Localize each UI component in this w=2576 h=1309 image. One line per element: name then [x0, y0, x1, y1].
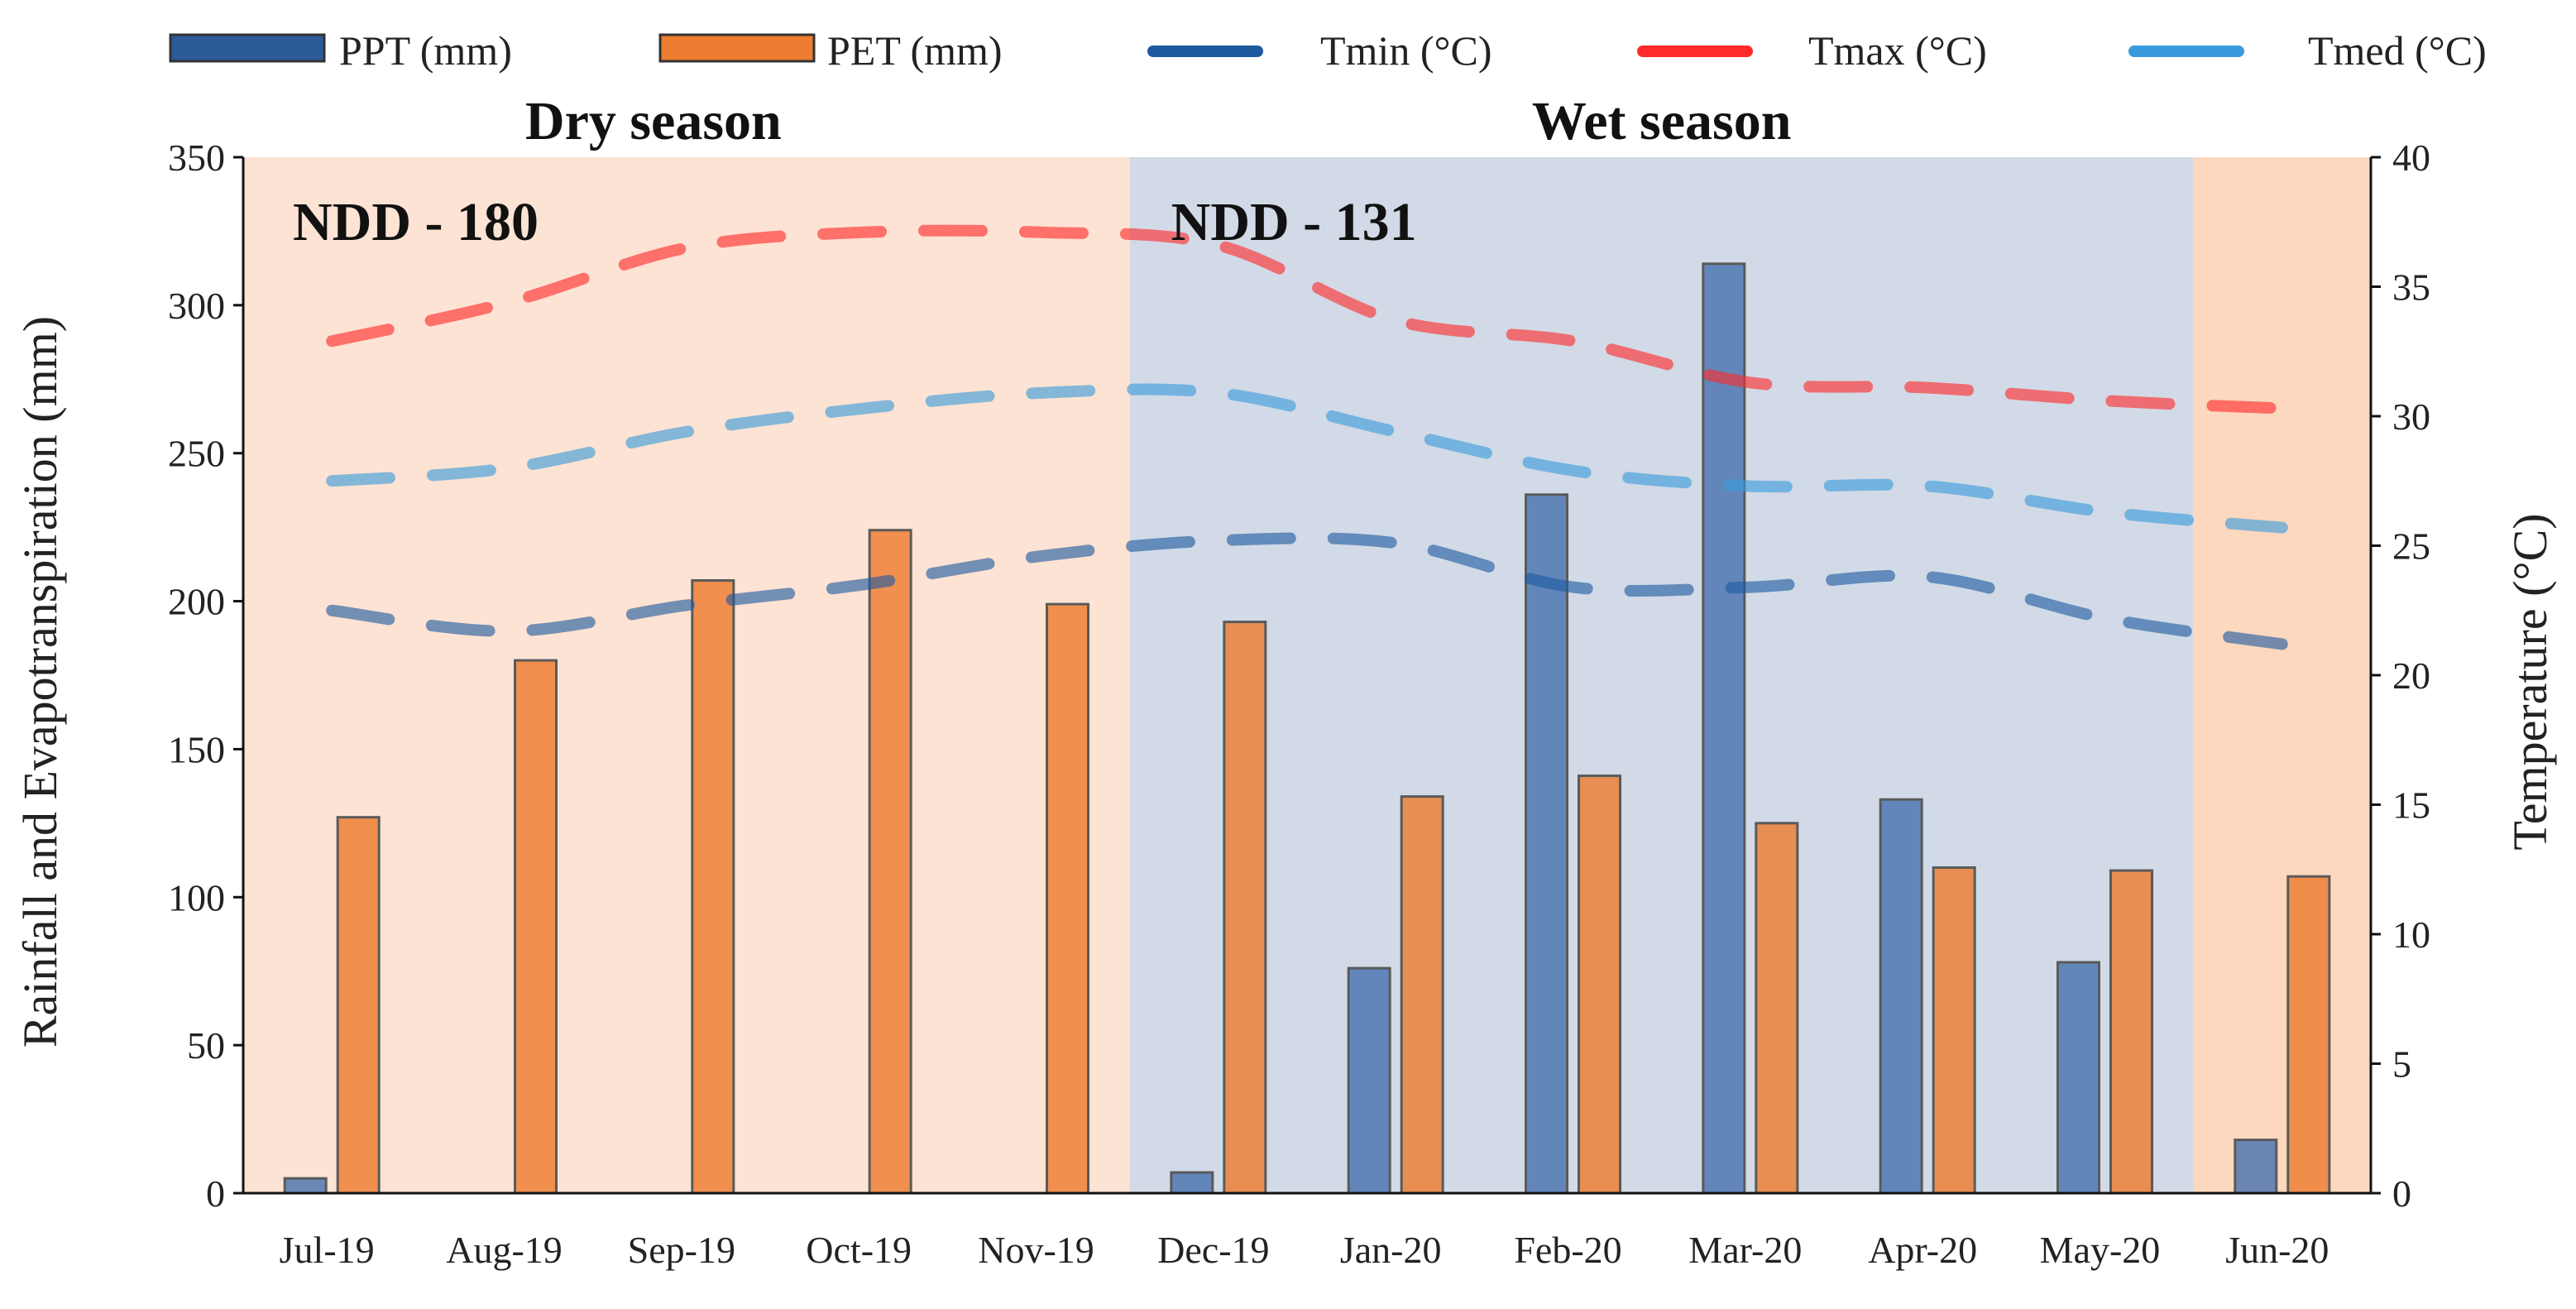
bar-pet-6: [1400, 795, 1444, 1195]
season-label-1: Wet season: [1532, 91, 1792, 151]
y2-tick-label-6: 30: [2392, 396, 2430, 438]
legend-label-tmax: Tmax (°C): [1808, 27, 1987, 74]
season-region-2: [2193, 157, 2371, 1193]
x-tick-label-3: Oct-19: [806, 1229, 912, 1271]
legend-label-pet: PET (mm): [827, 27, 1003, 74]
x-tick-label-10: May-20: [2040, 1229, 2161, 1271]
season-label-0: Dry season: [525, 91, 782, 151]
y2-tick-label-3: 15: [2392, 784, 2430, 827]
legend-swatch-pet: [658, 33, 816, 63]
ndd-label-1: NDD - 131: [1171, 192, 1417, 252]
y-axis-title: Rainfall and Evapotranspiration (mm): [13, 316, 67, 1048]
bar-pet-8: [1755, 822, 1799, 1195]
bar-ppt-7: [1525, 493, 1568, 1195]
y-tick-label-7: 350: [168, 137, 225, 179]
x-tick-label-6: Jan-20: [1340, 1229, 1442, 1271]
y-tick-label-0: 0: [206, 1172, 225, 1215]
bar-ppt-11: [2234, 1139, 2278, 1195]
legend-label-ppt: PPT (mm): [339, 27, 512, 74]
y-tick-label-6: 300: [168, 285, 225, 327]
y2-tick-label-4: 20: [2392, 654, 2430, 697]
tick-labels: 0 50 100 150 200 250 300 350 0 5 10 15 20 25 30 35 40 Jul…: [168, 137, 2430, 1271]
bar-pet-11: [2286, 875, 2331, 1195]
x-tick-label-8: Mar-20: [1688, 1229, 1802, 1271]
bar-ppt-8: [1702, 262, 1746, 1195]
x-tick-label-7: Feb-20: [1514, 1229, 1621, 1271]
legend-label-tmin: Tmin (°C): [1320, 27, 1491, 74]
y2-axis-title: Temperature (°C): [2503, 513, 2557, 850]
legend-label-tmed: Tmed (°C): [2308, 27, 2487, 74]
bar-ppt-10: [2056, 961, 2100, 1195]
x-tick-label-11: Jun-20: [2225, 1229, 2329, 1271]
x-tick-label-4: Nov-19: [978, 1229, 1094, 1271]
x-tick-label-1: Aug-19: [446, 1229, 563, 1271]
line-tmin: [326, 532, 2288, 650]
bar-pet-2: [691, 579, 735, 1195]
bar-pet-3: [868, 529, 912, 1195]
legend: PPT (mm) PET (mm) Tmin (°C) Tmax (°C) Tm…: [169, 27, 2487, 74]
y-tick-label-4: 200: [168, 581, 225, 623]
y-tick-label-1: 50: [187, 1024, 225, 1067]
annotations: Dry season NDD - 180 Wet season NDD - 131: [293, 91, 1791, 252]
bar-ppt-9: [1879, 798, 1923, 1195]
bar-series: [283, 262, 2331, 1195]
y-tick-label-2: 100: [168, 876, 225, 918]
y2-tick-label-5: 25: [2392, 525, 2430, 568]
x-tick-label-0: Jul-19: [280, 1229, 375, 1271]
y-tick-label-3: 150: [168, 728, 225, 770]
x-tick-label-9: Apr-20: [1868, 1229, 1977, 1271]
bar-ppt-0: [283, 1177, 328, 1195]
line-tmed: [326, 383, 2288, 534]
bar-pet-9: [1932, 866, 1976, 1195]
y2-tick-label-1: 5: [2392, 1043, 2411, 1086]
temperature-lines: [326, 224, 2288, 650]
line-tmax: [326, 224, 2288, 415]
y-tick-label-5: 250: [168, 433, 225, 475]
bar-ppt-6: [1347, 966, 1391, 1195]
season-regions: [243, 157, 2371, 1193]
bar-pet-7: [1578, 774, 1621, 1195]
x-tick-label-2: Sep-19: [628, 1229, 735, 1271]
ndd-label-0: NDD - 180: [293, 192, 539, 252]
bar-ppt-5: [1170, 1171, 1214, 1195]
bar-pet-0: [336, 816, 381, 1195]
bar-pet-1: [514, 659, 558, 1195]
y2-tick-label-8: 40: [2392, 137, 2430, 179]
legend-swatch-ppt: [169, 33, 326, 63]
y2-tick-label-0: 0: [2392, 1172, 2411, 1215]
season-region-1: [1129, 157, 2194, 1193]
axes: [233, 156, 2381, 1195]
y2-tick-label-7: 35: [2392, 266, 2430, 309]
bar-pet-4: [1046, 602, 1089, 1195]
y2-tick-label-2: 10: [2392, 913, 2430, 956]
bar-pet-10: [2109, 869, 2153, 1195]
x-tick-label-5: Dec-19: [1157, 1229, 1269, 1271]
bar-pet-5: [1223, 621, 1267, 1195]
